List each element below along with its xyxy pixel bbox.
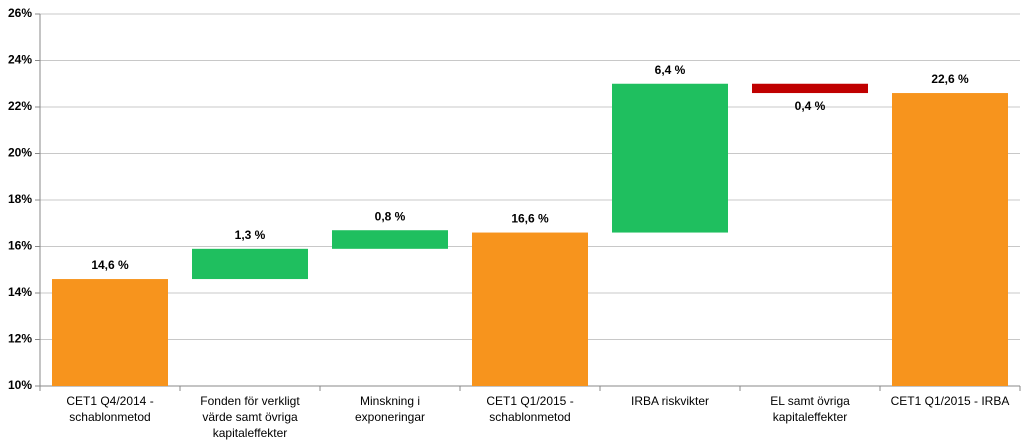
y-tick-label: 22% — [8, 99, 32, 113]
value-label: 1,3 % — [235, 228, 266, 242]
x-tick-label-line: kapitaleffekter — [213, 426, 288, 440]
x-tick-label: Minskning i exponeringar — [355, 394, 425, 424]
value-label: 6,4 % — [655, 63, 686, 77]
y-tick-label: 10% — [8, 378, 32, 392]
x-tick-label: Fonden för verkligt värde samt övriga kapi… — [200, 394, 300, 440]
y-tick-label: 18% — [8, 192, 32, 206]
x-tick-label: CET1 Q4/2014 - schablonmetod — [66, 394, 153, 424]
y-tick-label: 14% — [8, 285, 32, 299]
x-tick-label-line: Fonden för verkligt — [200, 394, 300, 408]
bar — [752, 83, 868, 94]
y-tick-label: 16% — [8, 239, 32, 253]
value-label: 14,6 % — [91, 258, 129, 272]
x-tick-label: CET1 Q1/2015 - schablonmetod — [486, 394, 573, 424]
bar — [192, 248, 308, 280]
y-tick-label: 26% — [8, 6, 32, 20]
x-tick-label-line: Minskning i — [360, 394, 420, 408]
y-tick-label: 24% — [8, 53, 32, 67]
value-label: 16,6 % — [511, 212, 549, 226]
x-tick-label-line: schablonmetod — [489, 410, 570, 424]
y-tick-label: 20% — [8, 146, 32, 160]
x-tick-label-line: IRBA riskvikter — [631, 394, 709, 408]
x-tick-label: IRBA riskvikter — [631, 394, 709, 408]
value-label: 0,4 % — [795, 99, 826, 113]
x-tick-label-line: CET1 Q4/2014 - — [66, 394, 153, 408]
bar — [612, 83, 728, 233]
bar — [892, 93, 1008, 387]
bar — [52, 279, 168, 386]
y-tick-label: 12% — [8, 332, 32, 346]
x-tick-label: CET1 Q1/2015 - IRBA — [891, 394, 1010, 408]
x-tick-label-line: CET1 Q1/2015 - IRBA — [891, 394, 1010, 408]
value-label: 22,6 % — [931, 72, 969, 86]
x-tick-label-line: kapitaleffekter — [773, 410, 848, 424]
x-tick-label-line: EL samt övriga — [770, 394, 850, 408]
value-label: 0,8 % — [375, 209, 406, 223]
x-tick-label-line: värde samt övriga — [202, 410, 298, 424]
x-tick-label: EL samt övriga kapitaleffekter — [770, 394, 850, 424]
x-tick-label-line: schablonmetod — [69, 410, 150, 424]
x-tick-label-line: exponeringar — [355, 410, 425, 424]
bar — [472, 232, 588, 386]
x-tick-label-line: CET1 Q1/2015 - — [486, 394, 573, 408]
bar — [332, 230, 448, 249]
